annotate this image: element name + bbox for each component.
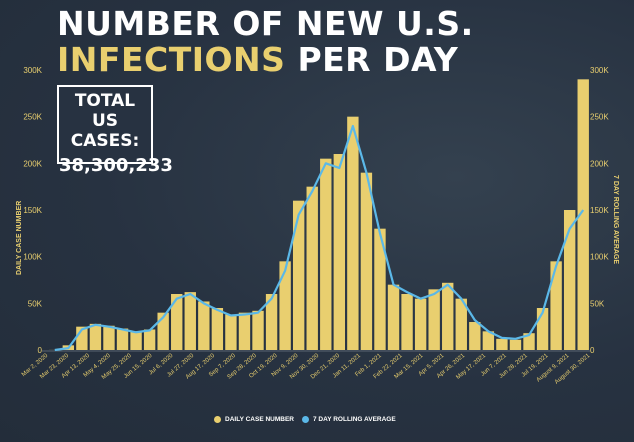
total-cases-value: 38,300,233: [59, 155, 173, 176]
y-tick-right-1: 50K: [590, 299, 605, 308]
us-cases-label: US CASES:: [70, 111, 140, 151]
bar-12: [211, 308, 224, 350]
y-axis-left: 0 50K 100K 150K 200K 250K 300K: [23, 66, 42, 355]
y-tick-right-3: 150K: [590, 206, 609, 215]
x-tick-26: August 30, 2021: [554, 353, 592, 386]
bar-3: [89, 323, 102, 350]
bar-38: [563, 210, 576, 350]
bar-31: [469, 322, 481, 350]
y-tick-right-5: 250K: [590, 113, 609, 122]
y-tick-left-1: 50K: [28, 299, 43, 308]
y-tick-left-0: 0: [38, 346, 43, 355]
bar-11: [198, 301, 210, 350]
y-tick-left-5: 250K: [23, 113, 42, 122]
bar-22: [347, 116, 359, 350]
bar-17: [279, 261, 291, 350]
bar-27: [414, 298, 427, 350]
legend-swatch-daily: [214, 415, 221, 423]
legend-label-average: 7 DAY ROLLING AVERAGE: [312, 415, 396, 423]
y-tick-right-2: 100K: [590, 253, 609, 262]
total-label: TOTAL: [74, 91, 136, 111]
bar-35: [523, 333, 535, 350]
chart-legend: DAILY CASE NUMBER 7 DAY ROLLING AVERAGE: [214, 412, 396, 426]
bar-4: [103, 325, 115, 350]
y-axis-label-right: 7 DAY ROLLING AVERAGE: [612, 175, 619, 264]
bar-20: [320, 158, 332, 350]
bar-29: [442, 282, 454, 350]
chart-title-line2: INFECTIONS PER DAY: [57, 40, 458, 79]
chart-title-rest: PER DAY: [297, 40, 459, 79]
bar-19: [306, 186, 318, 350]
bar-14: [238, 312, 251, 350]
bar-9: [171, 294, 183, 350]
bar-25: [387, 284, 400, 350]
bar-15: [252, 310, 264, 350]
y-tick-left-3: 150K: [23, 206, 42, 215]
bar-13: [225, 314, 237, 350]
bar-18: [292, 200, 305, 350]
bar-21: [333, 154, 346, 350]
y-tick-right-0: 0: [590, 346, 595, 355]
y-tick-left-6: 300K: [23, 66, 42, 75]
bar-34: [509, 339, 522, 350]
legend-item-average: 7 DAY ROLLING AVERAGE: [301, 415, 396, 423]
chart-title-highlight: INFECTIONS: [57, 40, 286, 79]
bar-24: [374, 228, 386, 350]
y-tick-left-4: 200K: [23, 159, 42, 168]
bar-23: [360, 172, 373, 350]
bar-6: [130, 331, 142, 350]
bar-37: [550, 261, 562, 350]
bar-36: [536, 308, 549, 350]
bar-30: [455, 298, 467, 350]
bar-10: [184, 292, 196, 350]
y-tick-right-4: 200K: [590, 159, 609, 168]
legend-swatch-average: [301, 415, 309, 423]
bar-26: [401, 294, 413, 350]
bar-8: [157, 312, 169, 350]
legend-label-daily: DAILY CASE NUMBER: [225, 415, 294, 423]
legend-item-daily: DAILY CASE NUMBER: [214, 415, 294, 423]
bar-32: [482, 331, 495, 350]
bar-33: [496, 338, 508, 350]
y-axis-label-left: DAILY CASE NUMBER: [16, 201, 23, 275]
bar-2: [76, 326, 88, 350]
y-axis-right: 0 50K 100K 150K 200K 250K 300K: [590, 66, 609, 355]
bar-series: [49, 79, 589, 350]
y-tick-right-6: 300K: [590, 66, 609, 75]
chart-title-line1: NUMBER OF NEW U.S.: [57, 4, 474, 43]
rolling-average-line: [54, 124, 585, 352]
bar-7: [143, 329, 156, 350]
bar-5: [116, 328, 129, 350]
y-tick-left-2: 100K: [23, 253, 42, 262]
bar-16: [265, 294, 278, 350]
bar-39: [577, 79, 589, 350]
total-cases-box: TOTAL US CASES: 38,300,233: [57, 85, 173, 176]
bar-28: [428, 289, 440, 350]
